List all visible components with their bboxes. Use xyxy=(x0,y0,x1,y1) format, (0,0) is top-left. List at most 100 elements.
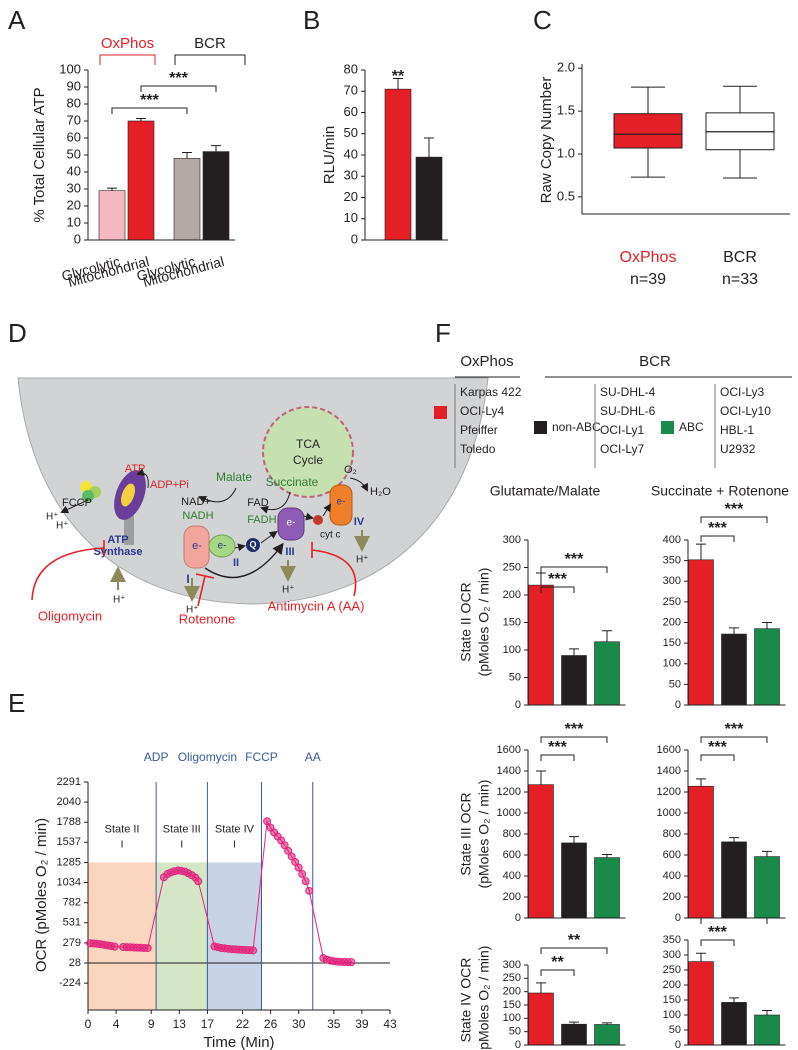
significance-label: *** xyxy=(548,571,567,588)
error-bar xyxy=(762,1010,772,1015)
cell-line: HBL-1 xyxy=(720,423,754,437)
x-tick-label: 35 xyxy=(327,1017,341,1031)
error-bar xyxy=(393,78,403,90)
y-tick-label: 20 xyxy=(67,197,81,212)
significance-label: ** xyxy=(392,68,405,85)
y-tick-label: -224 xyxy=(59,977,81,989)
y-axis-label: (pMoles O₂ / min) xyxy=(476,780,492,889)
oxygen: O₂ xyxy=(344,464,357,476)
nadh: NADH xyxy=(182,510,213,522)
arrow xyxy=(204,542,284,579)
y-tick-label: 1285 xyxy=(57,856,81,868)
legend-swatch xyxy=(661,421,674,434)
malate: Malate xyxy=(216,470,252,484)
cell-line: SU-DHL-6 xyxy=(600,404,656,418)
fadh2: FADH₂ xyxy=(247,514,281,526)
fccp: FCCP xyxy=(62,497,92,509)
significance-label: *** xyxy=(565,551,584,568)
chart-title: Glutamate/Malate xyxy=(490,483,601,499)
y-tick-label: 100 xyxy=(59,61,81,76)
x-tick-label: 0 xyxy=(85,1017,92,1031)
complex-label: III xyxy=(285,546,294,558)
y-tick-label: 70 xyxy=(67,112,81,127)
bar xyxy=(688,785,714,919)
y-tick-label: 200 xyxy=(663,979,681,991)
panel-label: C xyxy=(533,5,552,35)
y-tick-label: 90 xyxy=(67,78,81,93)
complex-label: IV xyxy=(354,516,365,528)
y-tick-label: 30 xyxy=(67,180,81,195)
y-tick-label: 1200 xyxy=(657,786,681,798)
significance-label: ** xyxy=(551,954,564,971)
complex-iii xyxy=(277,507,305,541)
y-tick-label: 350 xyxy=(663,934,681,946)
point xyxy=(347,958,356,967)
y-tick-label: 200 xyxy=(503,986,521,998)
y-tick-label: 200 xyxy=(663,616,681,628)
x-tick-label: 17 xyxy=(201,1017,215,1031)
y-tick-label: 279 xyxy=(63,937,81,949)
y-tick-label: 40 xyxy=(67,163,81,178)
point xyxy=(263,817,272,826)
inhibition xyxy=(311,542,357,597)
y-tick-label: 350 xyxy=(663,555,681,567)
bar xyxy=(688,961,714,1046)
y-tick-label: 50 xyxy=(67,146,81,161)
cell-line: SU-DHL-4 xyxy=(600,385,656,399)
cell-line: Pfeiffer xyxy=(460,423,498,437)
inhibitor: Rotenone xyxy=(179,611,235,626)
bar xyxy=(721,1002,747,1046)
y-tick-label: 50 xyxy=(669,678,681,690)
cell-line: Toledo xyxy=(460,442,496,456)
event-label: FCCP xyxy=(245,750,278,764)
y-tick-label: 600 xyxy=(663,849,681,861)
error-bar xyxy=(136,117,146,121)
sample-size: n=33 xyxy=(722,271,758,288)
x-tick-label: 13 xyxy=(173,1017,187,1031)
y-tick-label: 70 xyxy=(344,83,358,98)
group-label: BCR xyxy=(194,35,226,52)
y-axis-label: State III OCR xyxy=(458,792,474,875)
significance-bracket xyxy=(140,85,217,92)
y-tick-label: 150 xyxy=(503,999,521,1011)
x-tick-label: BCR xyxy=(723,249,757,266)
y-tick-label: 1600 xyxy=(497,744,521,756)
y-tick-label: 100 xyxy=(503,1012,521,1024)
significance-label: *** xyxy=(708,520,727,537)
y-tick-label: 1000 xyxy=(497,807,521,819)
significance-label: *** xyxy=(708,739,727,756)
significance-label: *** xyxy=(140,92,159,109)
arrow xyxy=(198,487,237,504)
region-label: State II xyxy=(105,823,140,835)
y-tick-label: 10 xyxy=(344,210,358,225)
bar xyxy=(127,120,155,241)
error-bar xyxy=(569,1021,579,1025)
tca-label: TCA xyxy=(296,437,320,451)
y-tick-label: 531 xyxy=(63,917,81,929)
arrow xyxy=(136,468,149,489)
y-tick-label: 400 xyxy=(663,534,681,546)
error-bar xyxy=(569,836,579,843)
tca-cycle xyxy=(262,406,354,498)
y-tick-label: 300 xyxy=(663,949,681,961)
complex-label: II xyxy=(233,557,239,569)
y-tick-label: 0 xyxy=(515,1039,521,1050)
fccp-molecule xyxy=(80,481,101,502)
point xyxy=(287,852,296,861)
significance-label: *** xyxy=(725,902,744,919)
inhibitor: Oligomycin xyxy=(38,608,102,623)
y-tick-label: 60 xyxy=(344,104,358,119)
complex-ii xyxy=(208,534,236,558)
y-tick-label: 0 xyxy=(515,912,521,924)
y-tick-label: 150 xyxy=(663,994,681,1006)
chart-title: Succinate + Rotenone xyxy=(651,483,789,499)
bar xyxy=(594,641,620,706)
y-tick-label: 782 xyxy=(63,897,81,909)
legend-label: non-ABC xyxy=(552,420,601,434)
y-tick-label: 0.5 xyxy=(557,188,575,203)
point xyxy=(194,877,203,886)
error-bar xyxy=(569,648,579,656)
bar xyxy=(754,856,780,919)
point xyxy=(291,858,300,867)
region xyxy=(156,862,208,1010)
